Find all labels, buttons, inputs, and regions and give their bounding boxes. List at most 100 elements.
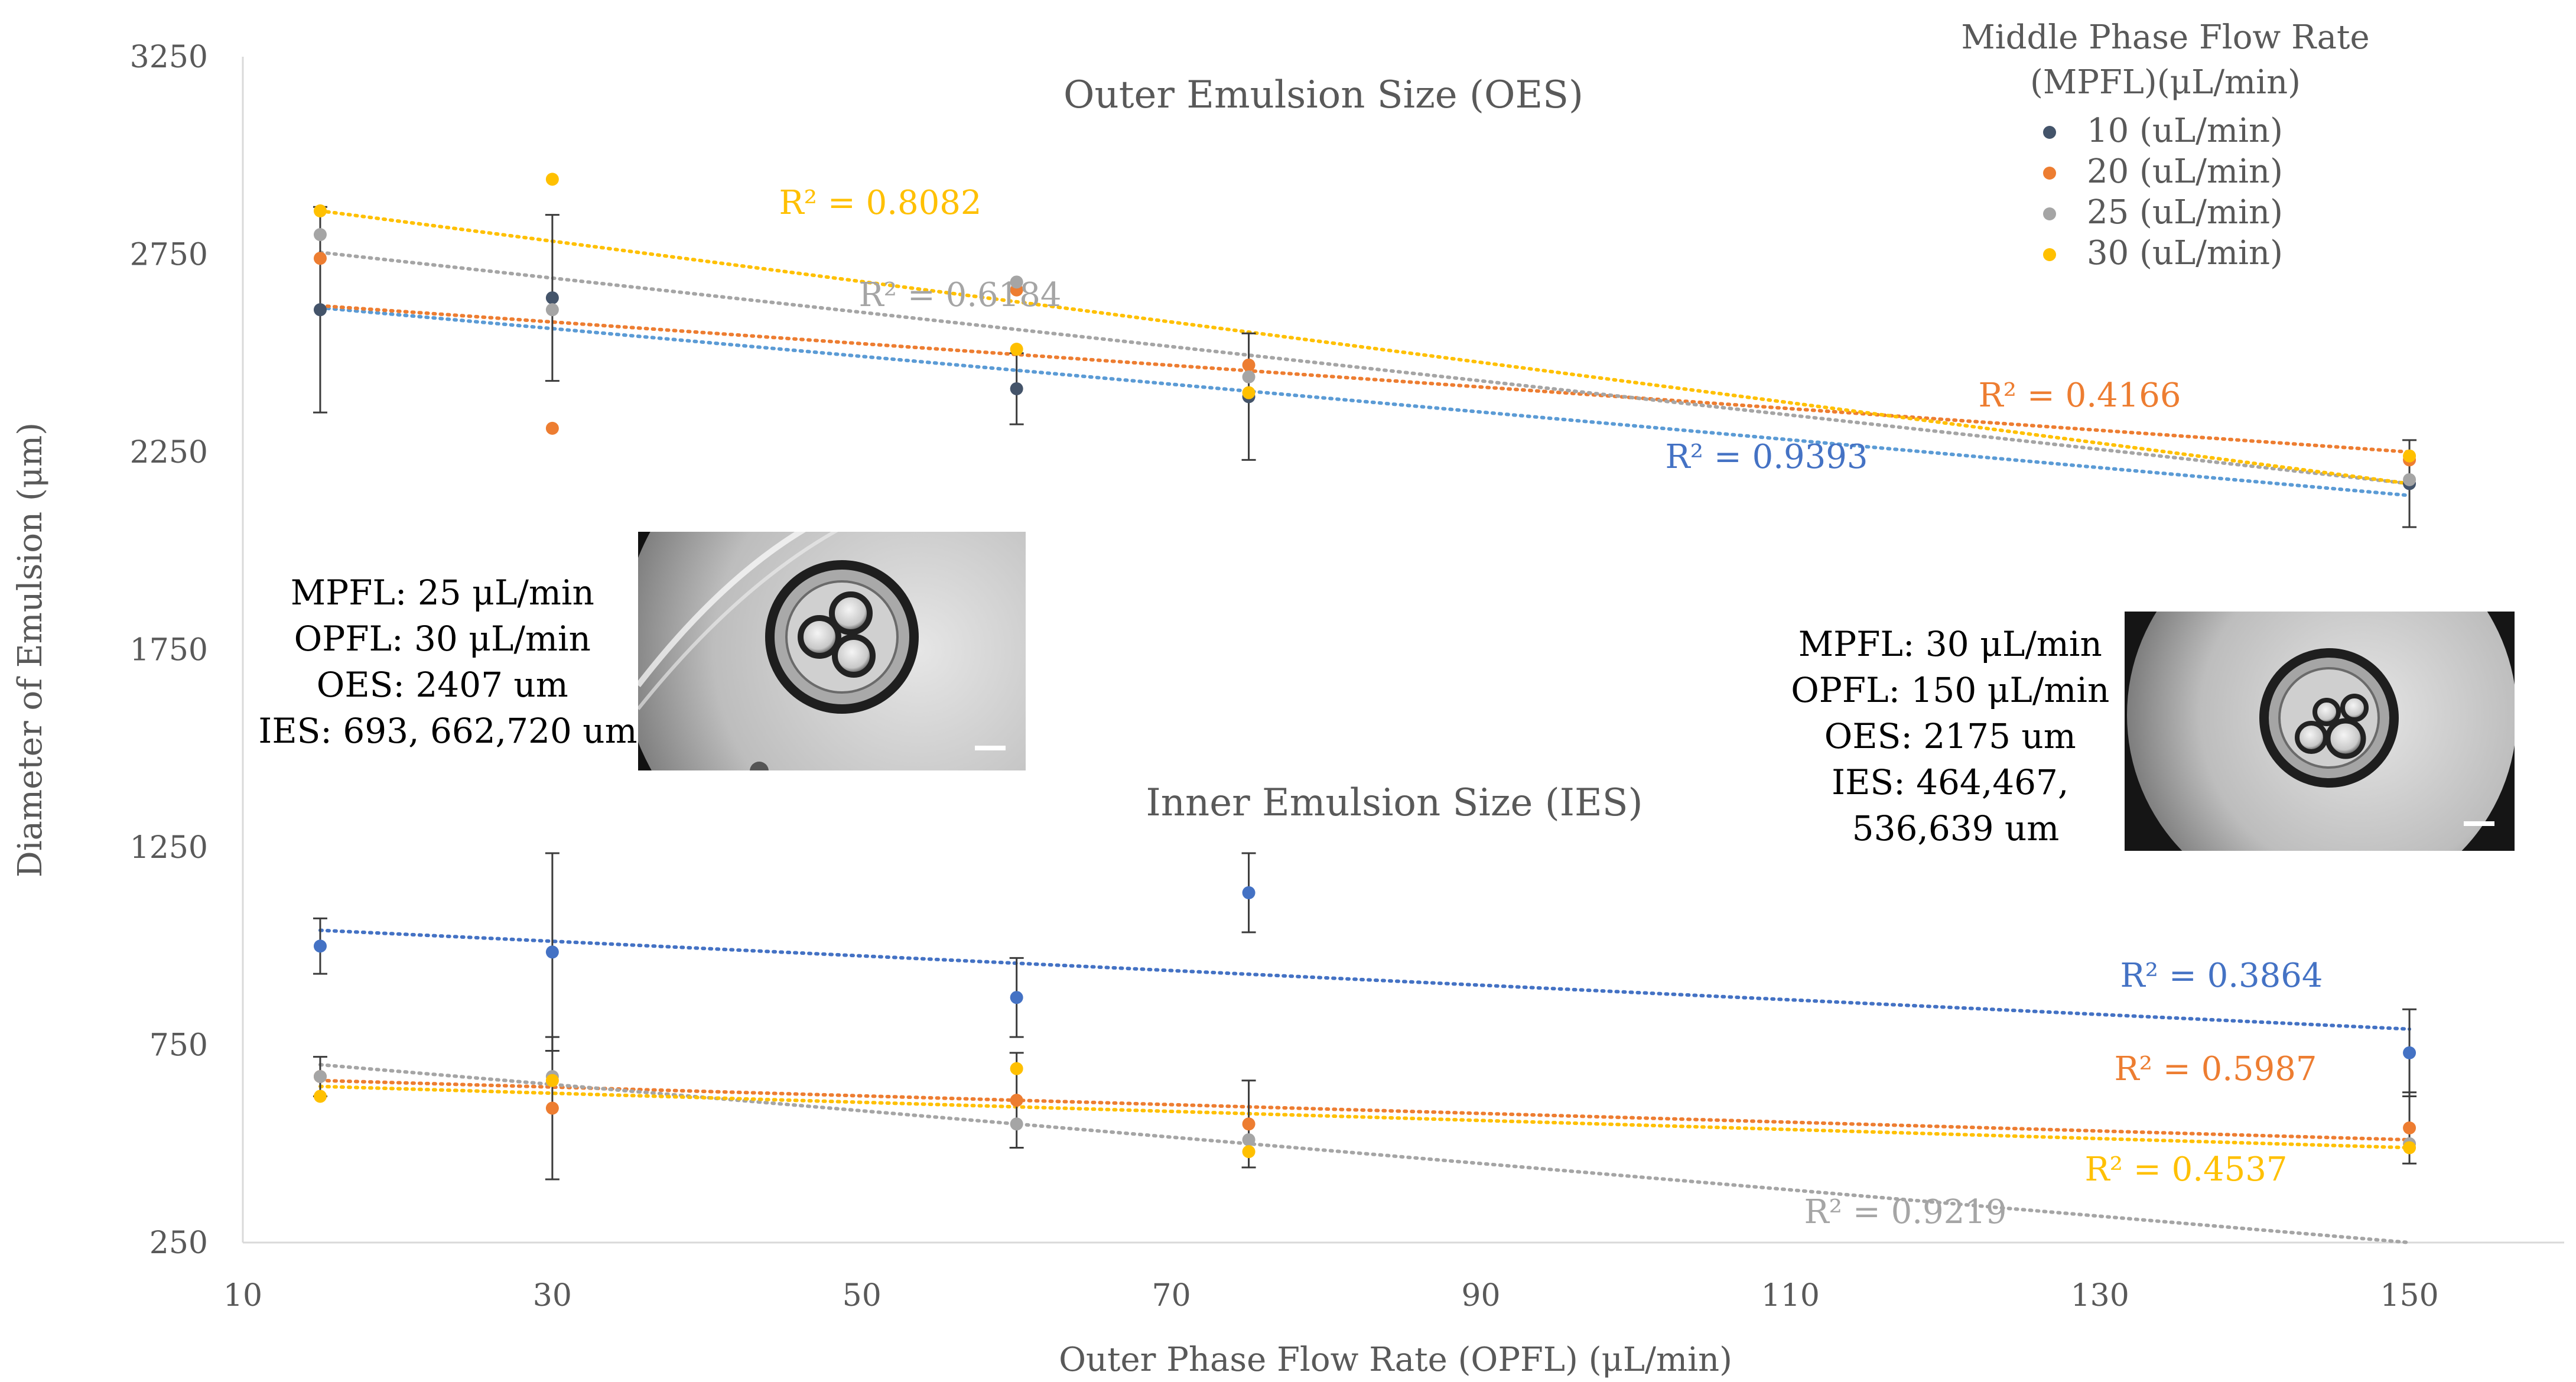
data-point (1010, 1094, 1023, 1107)
left-inset-text: MPFL: 25 μL/min OPFL: 30 μL/min OES: 240… (258, 573, 637, 751)
data-point (1010, 1117, 1023, 1131)
data-point (2403, 449, 2416, 463)
right-inset-line-5: 536,639 um (1852, 808, 2060, 848)
data-point (1242, 386, 1256, 399)
trendline (318, 1062, 2412, 1244)
data-points (313, 173, 2416, 1159)
data-point (313, 228, 327, 242)
left-micrograph-image (638, 532, 1026, 770)
left-inset-line-1: MPFL: 25 μL/min (291, 573, 594, 613)
y-tick-label: 1250 (130, 830, 208, 866)
trendline (318, 928, 2412, 1031)
legend: Middle Phase Flow Rate (MPFL)(μL/min) 10… (1961, 18, 2369, 272)
x-tick-label: 90 (1461, 1278, 1500, 1313)
data-point (313, 1090, 327, 1103)
data-point (1010, 275, 1023, 289)
data-point (545, 303, 559, 317)
legend-marker (2043, 167, 2056, 180)
y-tick-label: 2750 (130, 238, 208, 273)
data-point (545, 173, 559, 186)
x-tick-label: 50 (843, 1278, 882, 1313)
y-axis-title: Diameter of Emulsion (μm) (11, 422, 50, 877)
data-point (2403, 1046, 2416, 1059)
data-point (1242, 358, 1256, 372)
axes (242, 57, 2564, 1244)
trendlines (318, 209, 2412, 1244)
left-inset-line-3: OES: 2407 um (317, 665, 568, 705)
data-point (2403, 473, 2416, 486)
trendline (318, 251, 2412, 486)
oes-title: Outer Emulsion Size (OES) (1063, 73, 1583, 117)
r2-label: R² = 0.9393 (1665, 438, 1868, 476)
data-point (1242, 1145, 1256, 1159)
x-tick-label: 30 (533, 1278, 572, 1313)
data-point (2403, 1121, 2416, 1134)
trendline (318, 305, 2412, 497)
legend-label: 20 (uL/min) (2087, 152, 2283, 191)
x-tick-labels: 10 30 50 70 90 110 130 150 (223, 1278, 2439, 1313)
data-point (1010, 343, 1023, 356)
y-tick-label: 2250 (130, 435, 208, 470)
data-point (1242, 1117, 1256, 1131)
right-inset-line-1: MPFL: 30 μL/min (1798, 624, 2102, 664)
r2-label: R² = 0.8082 (779, 184, 981, 222)
legend-label: 25 (uL/min) (2087, 193, 2283, 232)
right-inset-line-4: IES: 464,467, (1832, 762, 2068, 802)
x-tick-label: 110 (1761, 1278, 1820, 1313)
x-tick-label: 70 (1152, 1278, 1191, 1313)
data-point (545, 1101, 559, 1115)
data-point (313, 939, 327, 953)
legend-title-line-1: Middle Phase Flow Rate (1961, 18, 2369, 57)
data-point (1010, 382, 1023, 395)
legend-label: 10 (uL/min) (2087, 112, 2283, 150)
y-tick-label: 250 (149, 1225, 208, 1261)
r2-label: R² = 0.6184 (858, 276, 1061, 314)
x-tick-label: 10 (223, 1278, 262, 1313)
x-tick-label: 150 (2380, 1278, 2438, 1313)
trendline (318, 1084, 2412, 1150)
right-inset-line-3: OES: 2175 um (1824, 716, 2076, 756)
left-inset-line-4: IES: 693, 662,720 um (258, 711, 637, 751)
x-tick-label: 130 (2071, 1278, 2129, 1313)
y-tick-labels: 250 750 1250 1750 2250 2750 3250 (130, 40, 208, 1261)
data-point (1242, 1133, 1256, 1147)
data-point (1242, 886, 1256, 899)
right-inset-line-2: OPFL: 150 μL/min (1791, 670, 2109, 710)
data-point (545, 1074, 559, 1087)
data-point (313, 303, 327, 317)
ies-title: Inner Emulsion Size (IES) (1146, 781, 1642, 825)
data-point (1010, 991, 1023, 1004)
data-point (545, 291, 559, 305)
legend-marker (2043, 207, 2056, 220)
y-tick-label: 3250 (130, 40, 208, 75)
data-point (313, 1070, 327, 1084)
trendline (318, 304, 2412, 454)
legend-items: 10 (uL/min)20 (uL/min)25 (uL/min)30 (uL/… (2043, 112, 2283, 272)
data-point (313, 204, 327, 217)
left-inset-line-2: OPFL: 30 μL/min (294, 619, 591, 659)
r2-label: R² = 0.5987 (2114, 1050, 2317, 1088)
right-inset-text: MPFL: 30 μL/min OPFL: 150 μL/min OES: 21… (1791, 624, 2120, 848)
r2-label: R² = 0.9219 (1804, 1193, 2006, 1231)
left-inset: MPFL: 25 μL/min OPFL: 30 μL/min OES: 240… (258, 532, 1026, 770)
data-point (545, 421, 559, 435)
data-point (313, 252, 327, 265)
data-point (545, 945, 559, 959)
data-point (1010, 1062, 1023, 1075)
legend-marker (2043, 248, 2056, 261)
x-axis-title: Outer Phase Flow Rate (OPFL) (μL/min) (1059, 1341, 1732, 1379)
data-point (2403, 1141, 2416, 1155)
legend-marker (2043, 126, 2056, 139)
legend-label: 30 (uL/min) (2087, 234, 2283, 272)
data-point (1242, 370, 1256, 383)
trendline (318, 1078, 2412, 1142)
right-inset: MPFL: 30 μL/min OPFL: 150 μL/min OES: 21… (1791, 612, 2515, 851)
legend-title-line-2: (MPFL)(μL/min) (2030, 63, 2301, 102)
y-tick-label: 1750 (130, 633, 208, 668)
r2-labels: R² = 0.9393 R² = 0.4166 R² = 0.6184 R² = 0.… (779, 184, 2323, 1231)
right-micrograph-image (2125, 612, 2515, 851)
y-tick-label: 750 (149, 1028, 208, 1064)
r2-label: R² = 0.4537 (2084, 1150, 2287, 1189)
r2-label: R² = 0.3864 (2120, 957, 2323, 995)
